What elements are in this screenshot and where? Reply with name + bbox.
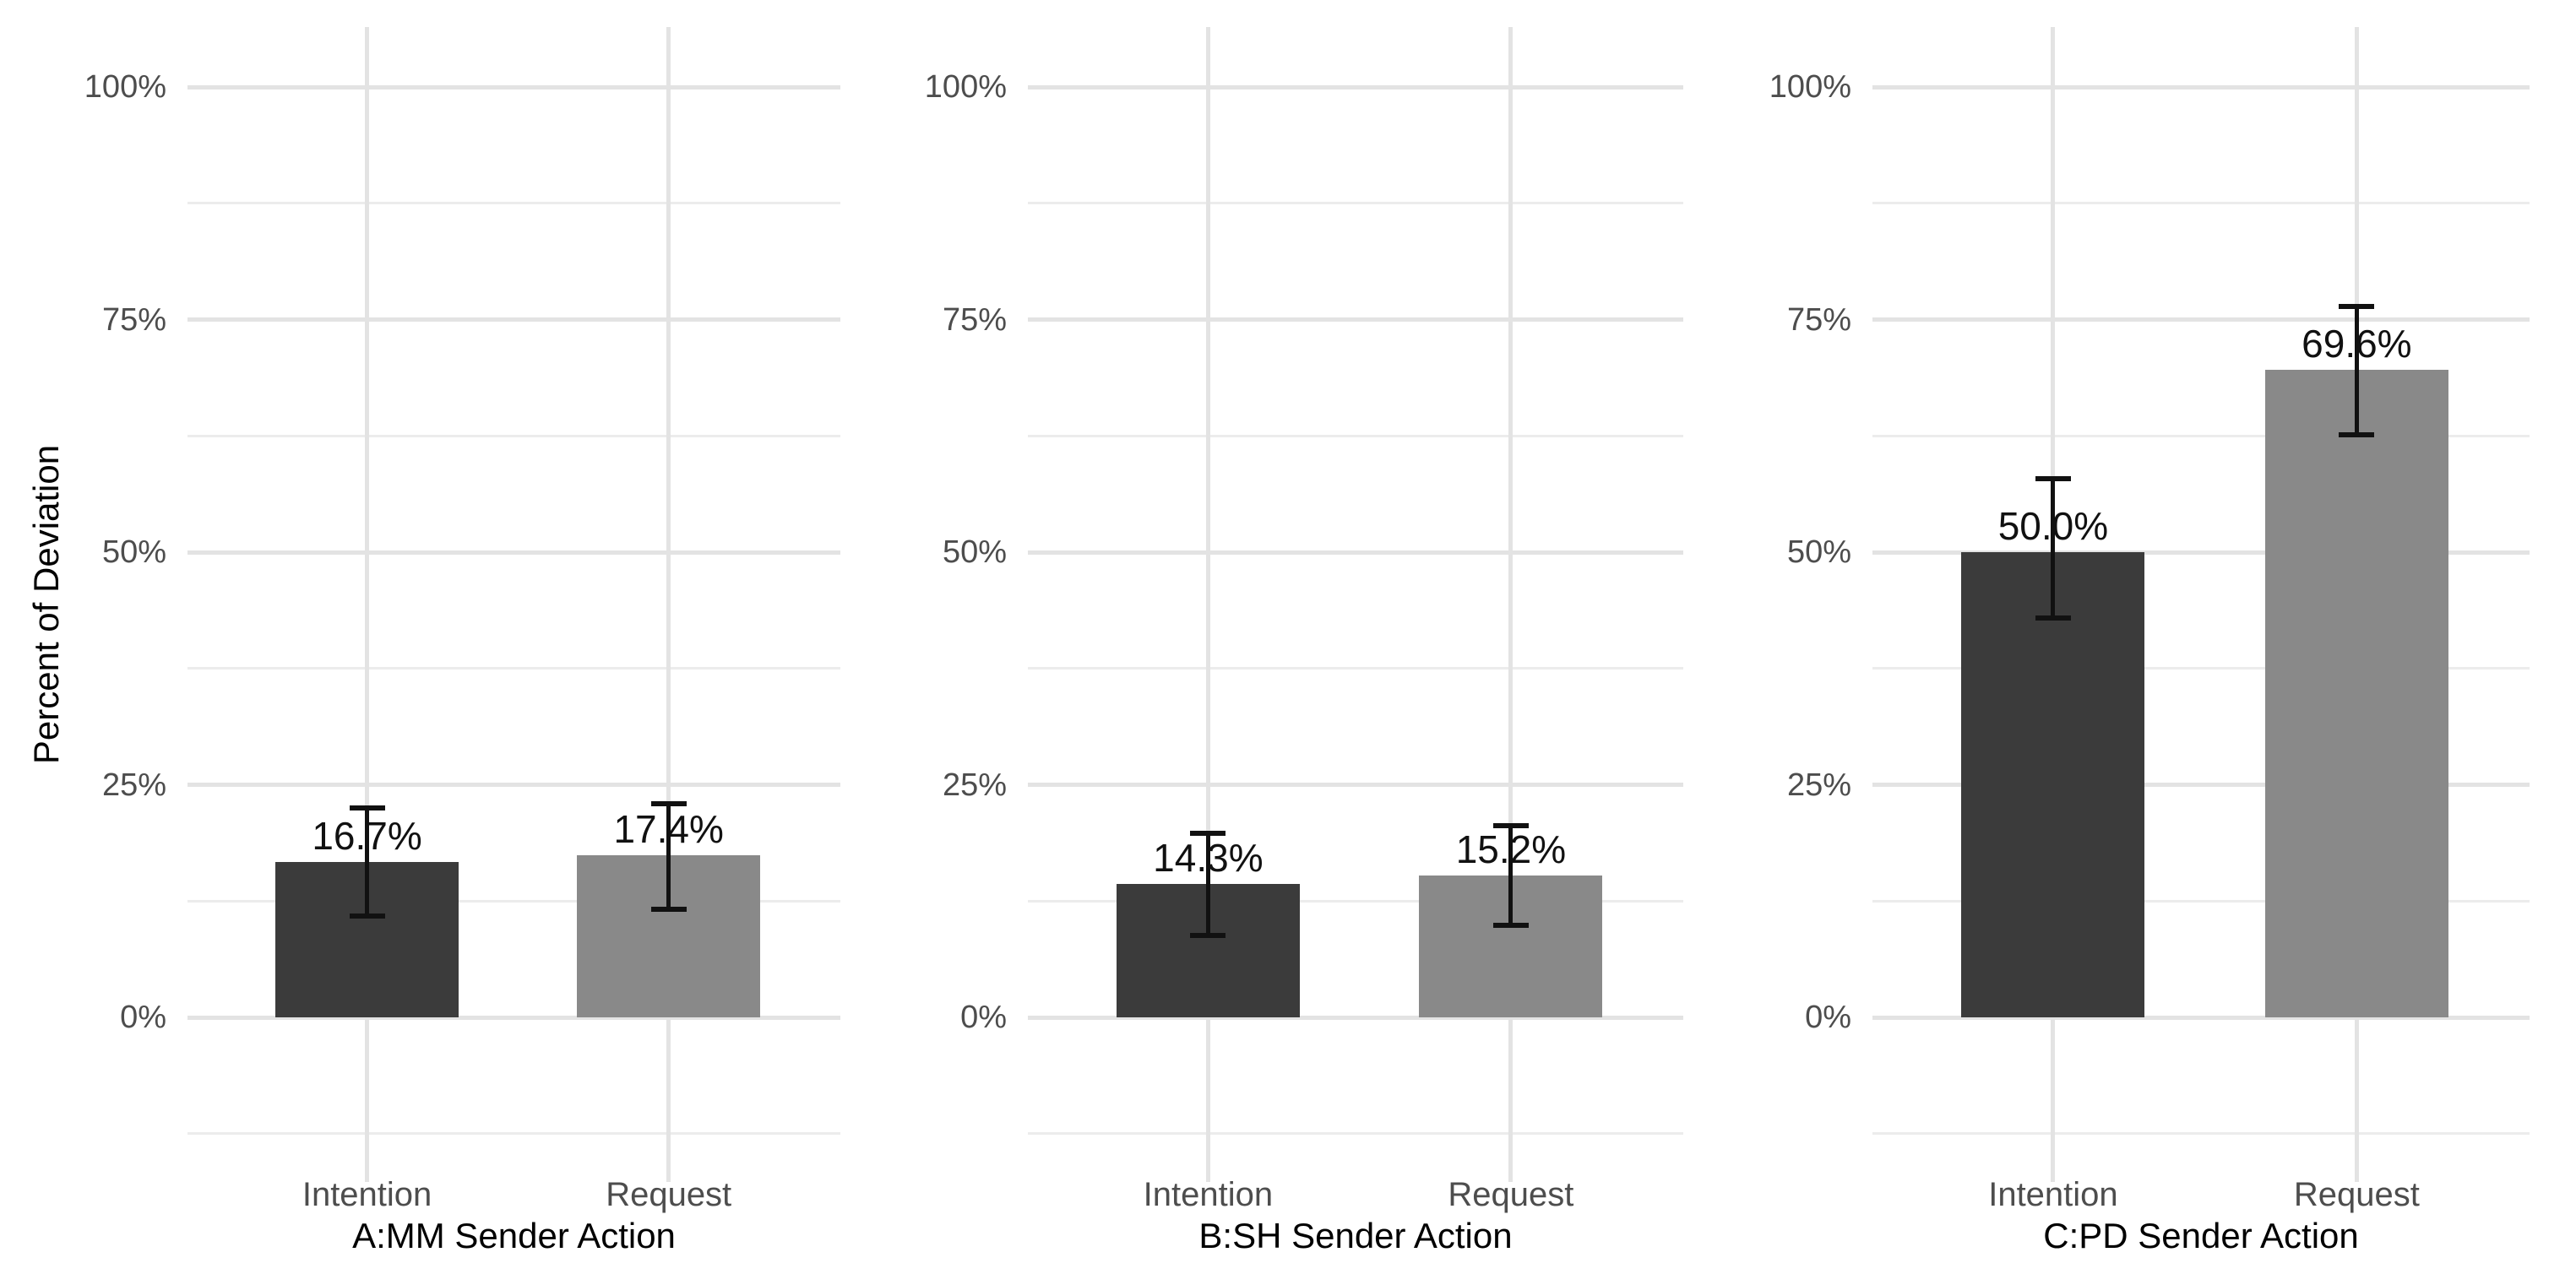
major-gridline — [187, 1015, 840, 1020]
y-tick-label: 0% — [1805, 1000, 1851, 1035]
y-tick-label: 100% — [924, 69, 1007, 105]
error-bar-cap-bottom — [1492, 922, 1529, 928]
bar-value-label: 15.2% — [1455, 827, 1567, 872]
x-category-label: Request — [1448, 1176, 1574, 1213]
major-gridline — [1028, 1015, 1683, 1020]
major-gridline — [1872, 1015, 2530, 1020]
minor-gridline — [1872, 899, 2530, 903]
minor-gridline — [1028, 667, 1683, 670]
x-category-label: Request — [606, 1176, 732, 1213]
bar-value-label: 50.0% — [1997, 504, 2109, 548]
minor-gridline — [1028, 202, 1683, 205]
panel-c-plot-area: 50.0% 69.6% — [1872, 27, 2530, 1182]
minor-gridline — [1872, 202, 2530, 205]
y-tick-label: 0% — [120, 1000, 166, 1035]
major-gridline — [187, 550, 840, 555]
x-axis-title-panel-a: A:MM Sender Action — [352, 1216, 676, 1255]
panel-b-plot-area: 14.3% 15.2% — [1028, 27, 1683, 1182]
y-axis-title: Percent of Deviation — [26, 444, 66, 765]
y-tick-label: 100% — [1769, 69, 1851, 105]
bar-intention — [1961, 552, 2145, 1017]
error-bar-cap-top — [2339, 304, 2375, 310]
y-tick-label: 25% — [942, 767, 1007, 803]
minor-gridline — [187, 899, 840, 903]
error-bar-cap-top — [1190, 830, 1226, 836]
vertical-gridline — [666, 27, 671, 1182]
y-tick-label: 50% — [942, 534, 1007, 570]
minor-gridline — [187, 667, 840, 670]
y-tick-label: 75% — [1786, 301, 1851, 338]
minor-gridline — [1028, 899, 1683, 903]
vertical-gridline — [365, 27, 370, 1182]
error-bar-cap-bottom — [650, 907, 687, 913]
minor-gridline — [1028, 1132, 1683, 1136]
major-gridline — [187, 317, 840, 322]
major-gridline — [1028, 783, 1683, 787]
error-bar-cap-bottom — [2339, 432, 2375, 438]
y-tick-label: 0% — [960, 1000, 1007, 1035]
bar-value-label: 69.6% — [2302, 322, 2412, 366]
major-gridline — [1872, 550, 2530, 555]
x-axis-title-panel-b: B:SH Sender Action — [1198, 1216, 1513, 1255]
major-gridline — [1028, 84, 1683, 89]
bar-request — [2264, 370, 2448, 1017]
minor-gridline — [1872, 1132, 2530, 1136]
minor-gridline — [187, 434, 840, 437]
major-gridline — [187, 84, 840, 89]
y-tick-label: 50% — [1786, 534, 1851, 570]
vertical-gridline — [1205, 27, 1210, 1182]
error-bar-line — [666, 803, 671, 910]
error-bar-cap-bottom — [2035, 615, 2071, 621]
major-gridline — [1872, 84, 2530, 89]
minor-gridline — [187, 1132, 840, 1136]
error-bar-line — [365, 808, 370, 916]
major-gridline — [1028, 317, 1683, 322]
y-tick-label: 25% — [1786, 767, 1851, 803]
minor-gridline — [1872, 434, 2530, 437]
error-bar-cap-top — [1492, 822, 1529, 828]
x-category-label: Intention — [1143, 1176, 1274, 1213]
error-bar-line — [2051, 478, 2056, 619]
error-bar-cap-top — [349, 805, 385, 811]
error-bar-line — [2354, 306, 2359, 436]
error-bar-cap-bottom — [349, 913, 385, 919]
bar-value-label: 17.4% — [613, 807, 724, 852]
y-tick-label: 50% — [101, 534, 166, 570]
x-category-label: Request — [2293, 1176, 2420, 1213]
major-gridline — [187, 783, 840, 787]
y-tick-label: 75% — [101, 301, 166, 338]
panel-a-plot-area: 16.7% 17.4% — [187, 27, 840, 1182]
y-tick-label: 75% — [942, 301, 1007, 338]
minor-gridline — [1872, 667, 2530, 670]
vertical-gridline — [1508, 27, 1514, 1182]
minor-gridline — [1028, 434, 1683, 437]
x-category-label: Intention — [302, 1176, 432, 1213]
bar-value-label: 16.7% — [312, 813, 422, 858]
major-gridline — [1028, 550, 1683, 555]
error-bar-cap-top — [650, 800, 687, 806]
x-axis-title-panel-c: C:PD Sender Action — [2043, 1216, 2359, 1255]
major-gridline — [1872, 317, 2530, 322]
y-tick-label: 100% — [84, 69, 166, 105]
x-category-label: Intention — [1988, 1176, 2118, 1213]
y-tick-label: 25% — [101, 767, 166, 803]
major-gridline — [1872, 783, 2530, 787]
error-bar-line — [1205, 832, 1210, 936]
error-bar-cap-bottom — [1190, 933, 1226, 939]
minor-gridline — [187, 202, 840, 205]
error-bar-line — [1508, 825, 1514, 925]
error-bar-cap-top — [2035, 475, 2071, 481]
bar-value-label: 14.3% — [1153, 836, 1264, 881]
